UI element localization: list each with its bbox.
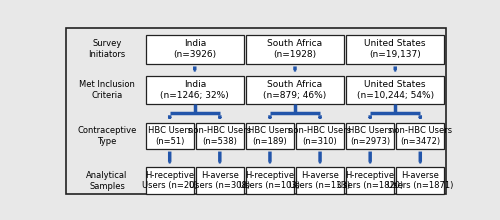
- Text: HBC Users
(n=2973): HBC Users (n=2973): [348, 126, 393, 146]
- Bar: [146, 75, 244, 104]
- Bar: [346, 123, 394, 149]
- Bar: [146, 167, 194, 194]
- Bar: [246, 123, 294, 149]
- Bar: [196, 123, 244, 149]
- Text: Contraceptive
Type: Contraceptive Type: [78, 126, 137, 146]
- Bar: [246, 35, 344, 64]
- Text: South Africa
(n=1928): South Africa (n=1928): [268, 39, 322, 59]
- Text: non-HBC Users
(n=3472): non-HBC Users (n=3472): [388, 126, 452, 146]
- Text: H-averse
Users (n=133): H-averse Users (n=133): [290, 171, 350, 191]
- Text: H-receptive
Users (n=103): H-receptive Users (n=103): [240, 171, 300, 191]
- Text: H-receptive
Users (n=20): H-receptive Users (n=20): [142, 171, 198, 191]
- Text: H-receptive
Users (n=1820): H-receptive Users (n=1820): [337, 171, 404, 191]
- Text: United States
(n=10,244; 54%): United States (n=10,244; 54%): [356, 80, 434, 100]
- Bar: [296, 167, 344, 194]
- Text: United States
(n=19,137): United States (n=19,137): [364, 39, 426, 59]
- Text: India
(n=1246; 32%): India (n=1246; 32%): [160, 80, 229, 100]
- Bar: [146, 123, 194, 149]
- Bar: [396, 167, 444, 194]
- Text: Analytical
Samples: Analytical Samples: [86, 170, 128, 191]
- Bar: [346, 75, 444, 104]
- Text: H-averse
Users (n=308): H-averse Users (n=308): [190, 171, 250, 191]
- Bar: [146, 35, 244, 64]
- Bar: [246, 75, 344, 104]
- Text: non-HBC Users
(n=310): non-HBC Users (n=310): [288, 126, 352, 146]
- Text: HBC Users
(n=51): HBC Users (n=51): [148, 126, 192, 146]
- Bar: [346, 35, 444, 64]
- Bar: [346, 167, 394, 194]
- Text: Met Inclusion
Criteria: Met Inclusion Criteria: [79, 80, 135, 100]
- Bar: [246, 167, 294, 194]
- Text: South Africa
(n=879; 46%): South Africa (n=879; 46%): [264, 80, 326, 100]
- Text: H-averse
Users (n=1871): H-averse Users (n=1871): [387, 171, 454, 191]
- Bar: [296, 123, 344, 149]
- Text: non-HBC Users
(n=538): non-HBC Users (n=538): [188, 126, 252, 146]
- Bar: [196, 167, 244, 194]
- Bar: [396, 123, 444, 149]
- Text: Survey
Initiators: Survey Initiators: [88, 39, 126, 59]
- Text: India
(n=3926): India (n=3926): [173, 39, 216, 59]
- Text: HBC Users
(n=189): HBC Users (n=189): [248, 126, 292, 146]
